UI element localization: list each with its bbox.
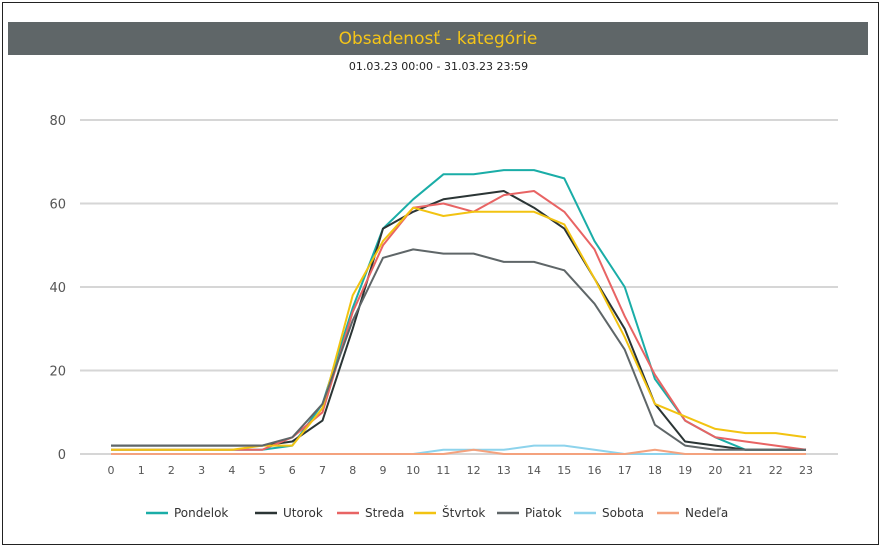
x-tick-label: 8 (349, 464, 356, 477)
legend-label-sobota: Sobota (602, 506, 644, 520)
series-line-nedeľa (111, 448, 806, 455)
x-tick-label: 2 (168, 464, 175, 477)
x-tick-label: 19 (678, 464, 692, 477)
series-line-utorok (111, 190, 806, 451)
x-tick-label: 18 (648, 464, 662, 477)
title-bar: Obsadenosť - kategórie (8, 22, 868, 55)
series-line-streda (111, 190, 807, 451)
chart-title: Obsadenosť - kategórie (338, 28, 538, 49)
series-lines (111, 169, 807, 455)
x-tick-label: 7 (319, 464, 326, 477)
x-tick-label: 4 (228, 464, 235, 477)
x-tick-label: 14 (527, 464, 541, 477)
x-tick-label: 15 (557, 464, 571, 477)
legend-label-piatok: Piatok (525, 506, 562, 520)
gridlines (80, 119, 838, 455)
x-tick-label: 1 (138, 464, 145, 477)
y-tick-label: 80 (49, 114, 66, 129)
y-tick-label: 20 (49, 365, 66, 380)
y-tick-label: 60 (49, 198, 66, 213)
y-tick-label: 0 (58, 448, 66, 463)
legend-label-nedeľa: Nedeľa (685, 506, 728, 520)
x-tick-label: 17 (618, 464, 632, 477)
legend-label-pondelok: Pondelok (174, 506, 228, 520)
x-tick-label: 20 (708, 464, 722, 477)
x-tick-label: 5 (259, 464, 266, 477)
legend: Pondelok Utorok Streda Štvrtok Piatok Sobota N… (146, 505, 728, 520)
x-tick-label: 0 (108, 464, 115, 477)
date-range-subtitle: 01.03.23 00:00 - 31.03.23 23:59 (348, 60, 529, 73)
legend-label-utorok: Utorok (283, 506, 323, 520)
x-tick-label: 9 (379, 464, 386, 477)
x-tick-label: 22 (769, 464, 783, 477)
x-axis-ticks: 0 1 2 3 4 5 6 7 8 9 10 11 12 13 14 15 16 17 18 19 20 21 22 23 (108, 464, 814, 477)
x-tick-label: 6 (289, 464, 296, 477)
x-tick-label: 3 (198, 464, 205, 477)
y-axis-ticks: 0 20 40 60 80 (49, 114, 66, 463)
legend-label-streda: Streda (365, 506, 404, 520)
x-tick-label: 12 (467, 464, 481, 477)
legend-label-štvrtok: Štvrtok (442, 505, 485, 520)
series-line-piatok (111, 248, 806, 451)
x-tick-label: 23 (799, 464, 813, 477)
x-tick-label: 13 (497, 464, 511, 477)
series-line-štvrtok (111, 206, 807, 451)
x-tick-label: 16 (587, 464, 601, 477)
y-tick-label: 40 (49, 281, 66, 296)
x-tick-label: 11 (436, 464, 450, 477)
series-line-pondelok (111, 169, 806, 451)
x-tick-label: 21 (739, 464, 753, 477)
x-tick-label: 10 (406, 464, 420, 477)
